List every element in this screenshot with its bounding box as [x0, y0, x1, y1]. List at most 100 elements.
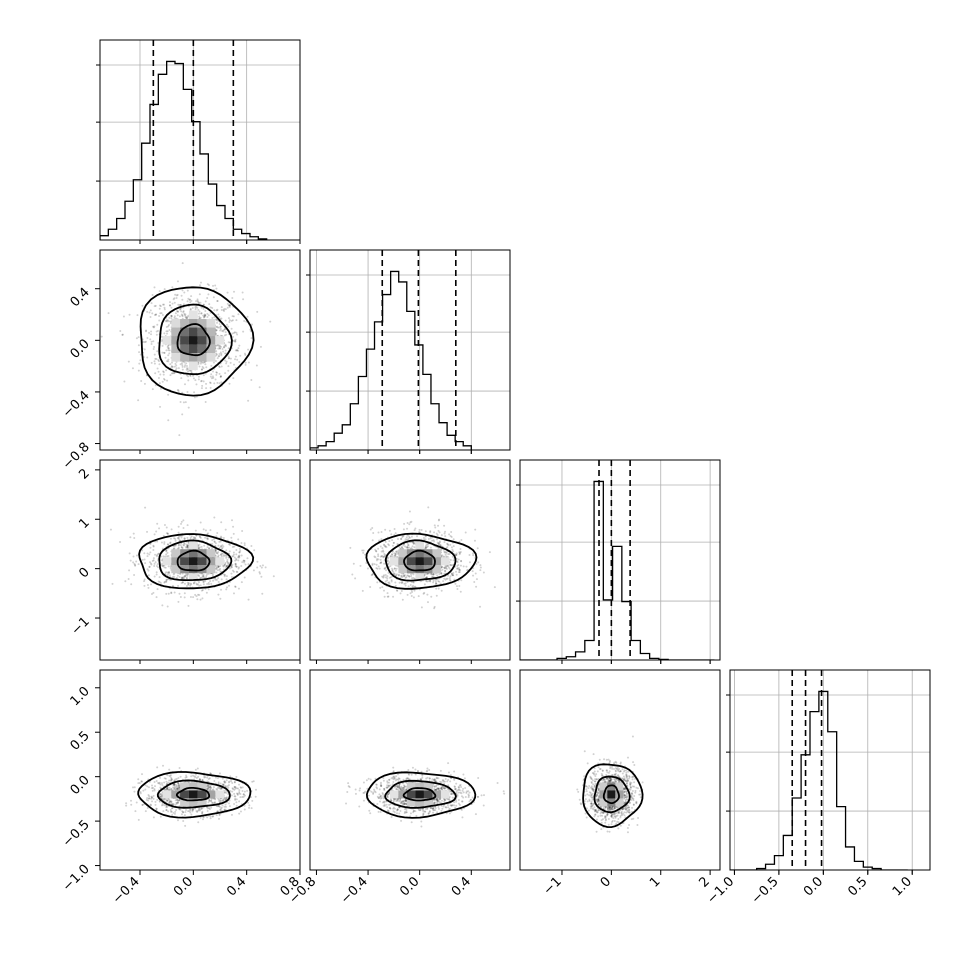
scatter-point [382, 795, 385, 798]
scatter-point [234, 585, 237, 588]
scatter-point [384, 574, 387, 577]
scatter-point [210, 800, 213, 803]
scatter-point [215, 571, 218, 574]
scatter-point [206, 315, 209, 318]
scatter-point [176, 310, 179, 313]
scatter-point [211, 573, 214, 576]
scatter-point [203, 314, 206, 317]
histogram-step-2 [520, 480, 715, 660]
scatter-point [417, 595, 420, 598]
scatter-point [458, 553, 461, 556]
scatter-point [398, 581, 401, 584]
scatter-point [185, 368, 188, 371]
contour-level-2 [365, 532, 478, 590]
scatter-point [224, 349, 227, 352]
scatter-point [235, 553, 238, 556]
scatter-point [178, 799, 181, 802]
scatter-point [400, 589, 403, 592]
scatter-point [169, 565, 172, 568]
scatter-point [461, 800, 464, 803]
scatter-point [232, 592, 235, 595]
scatter-point [407, 574, 410, 577]
scatter-point [220, 578, 223, 581]
scatter-point [459, 783, 462, 786]
scatter-point [166, 379, 169, 382]
scatter-point [218, 786, 221, 789]
scatter-point [145, 329, 148, 332]
scatter-point [155, 313, 158, 316]
scatter-point [225, 779, 228, 782]
scatter-point [217, 805, 220, 808]
scatter-point [200, 306, 203, 309]
scatter-point [230, 572, 233, 575]
scatter-point [227, 562, 230, 565]
scatter-point [164, 572, 167, 575]
scatter-point [395, 550, 398, 553]
scatter-point [138, 362, 141, 365]
scatter-point [436, 538, 439, 541]
scatter-point [164, 356, 167, 359]
scatter-point [455, 570, 458, 573]
scatter-point [175, 788, 178, 791]
scatter-point [219, 540, 222, 543]
scatter-point [159, 305, 162, 308]
scatter-point [432, 573, 435, 576]
scatter-point [392, 595, 395, 598]
scatter-point [175, 777, 178, 780]
scatter-point [158, 793, 161, 796]
scatter-point [177, 525, 180, 528]
scatter-point [402, 528, 405, 531]
scatter-point [169, 800, 172, 803]
scatter-point [427, 537, 430, 540]
scatter-point [225, 586, 228, 589]
scatter-point [218, 813, 221, 816]
scatter-point [168, 578, 171, 581]
scatter-point [226, 306, 229, 309]
scatter-point [168, 572, 171, 575]
scatter-point [167, 555, 170, 558]
scatter-point [383, 789, 386, 792]
scatter-point [375, 563, 378, 566]
scatter-point [215, 552, 218, 555]
scatter-point [215, 350, 218, 353]
scatter-point [412, 584, 415, 587]
scatter-point [165, 369, 168, 372]
scatter-point [173, 315, 176, 318]
scatter-point [197, 574, 200, 577]
scatter-point [371, 539, 374, 542]
scatter-point [450, 572, 453, 575]
scatter-point [223, 791, 226, 794]
scatter-point [157, 781, 160, 784]
density-cell [415, 573, 424, 582]
scatter-point [226, 785, 229, 788]
scatter-point [153, 575, 156, 578]
scatter-point [176, 388, 179, 391]
scatter-point [162, 534, 165, 537]
scatter-point [171, 286, 174, 289]
scatter-point [205, 366, 208, 369]
scatter-point [379, 562, 382, 565]
scatter-point [197, 544, 200, 547]
scatter-point [243, 808, 246, 811]
scatter-point [386, 575, 389, 578]
scatter-point [451, 548, 454, 551]
scatter-point [424, 530, 427, 533]
scatter-point [369, 586, 372, 589]
scatter-point [175, 786, 178, 789]
scatter-point [444, 535, 447, 538]
scatter-point [214, 578, 217, 581]
scatter-point [216, 569, 219, 572]
scatter-point [230, 813, 233, 816]
scatter-point [440, 572, 443, 575]
scatter-point [167, 810, 170, 813]
scatter-point [155, 530, 158, 533]
scatter-point [429, 531, 432, 534]
scatter-point [204, 300, 207, 303]
scatter-point [224, 372, 227, 375]
scatter-point [439, 582, 442, 585]
scatter-point [208, 583, 211, 586]
scatter-point [230, 327, 233, 330]
scatter-point [397, 788, 400, 791]
scatter-point [141, 803, 144, 806]
scatter-point [181, 413, 184, 416]
